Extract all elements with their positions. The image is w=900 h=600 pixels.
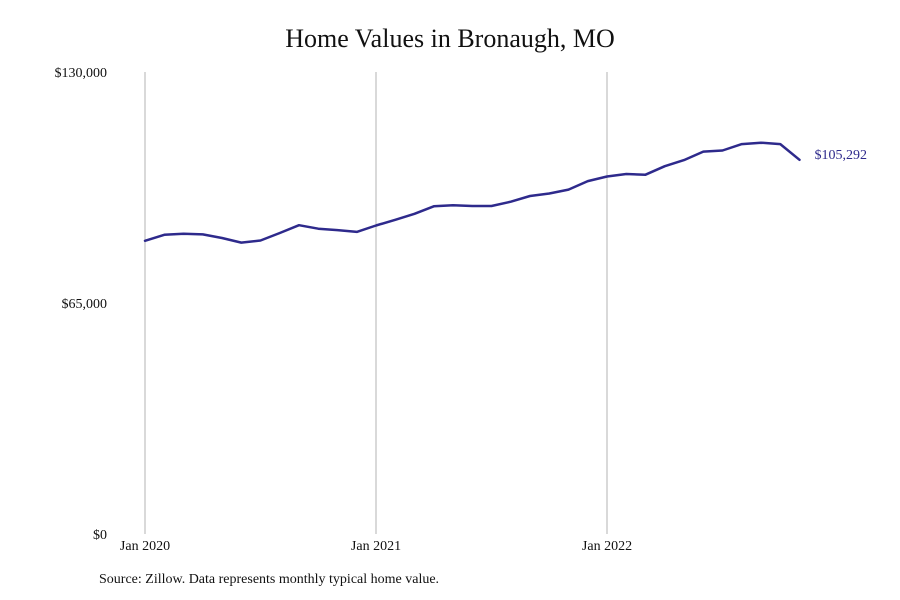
series-line (143, 141, 801, 244)
grid-lines (144, 72, 608, 534)
x-axis-ticks: Jan 2020 Jan 2021 Jan 2022 (120, 539, 632, 554)
y-axis-ticks: $0 $65,000 $130,000 (55, 66, 108, 543)
y-tick-label: $0 (93, 528, 107, 543)
end-value-label: $105,292 (815, 148, 868, 163)
chart-title: Home Values in Bronaugh, MO (285, 24, 615, 53)
y-tick-label: $65,000 (62, 297, 108, 312)
x-tick-label: Jan 2021 (351, 539, 401, 554)
x-tick-label: Jan 2020 (120, 539, 170, 554)
y-tick-label: $130,000 (55, 66, 108, 81)
x-tick-label: Jan 2022 (582, 539, 632, 554)
source-note: Source: Zillow. Data represents monthly … (99, 572, 440, 587)
